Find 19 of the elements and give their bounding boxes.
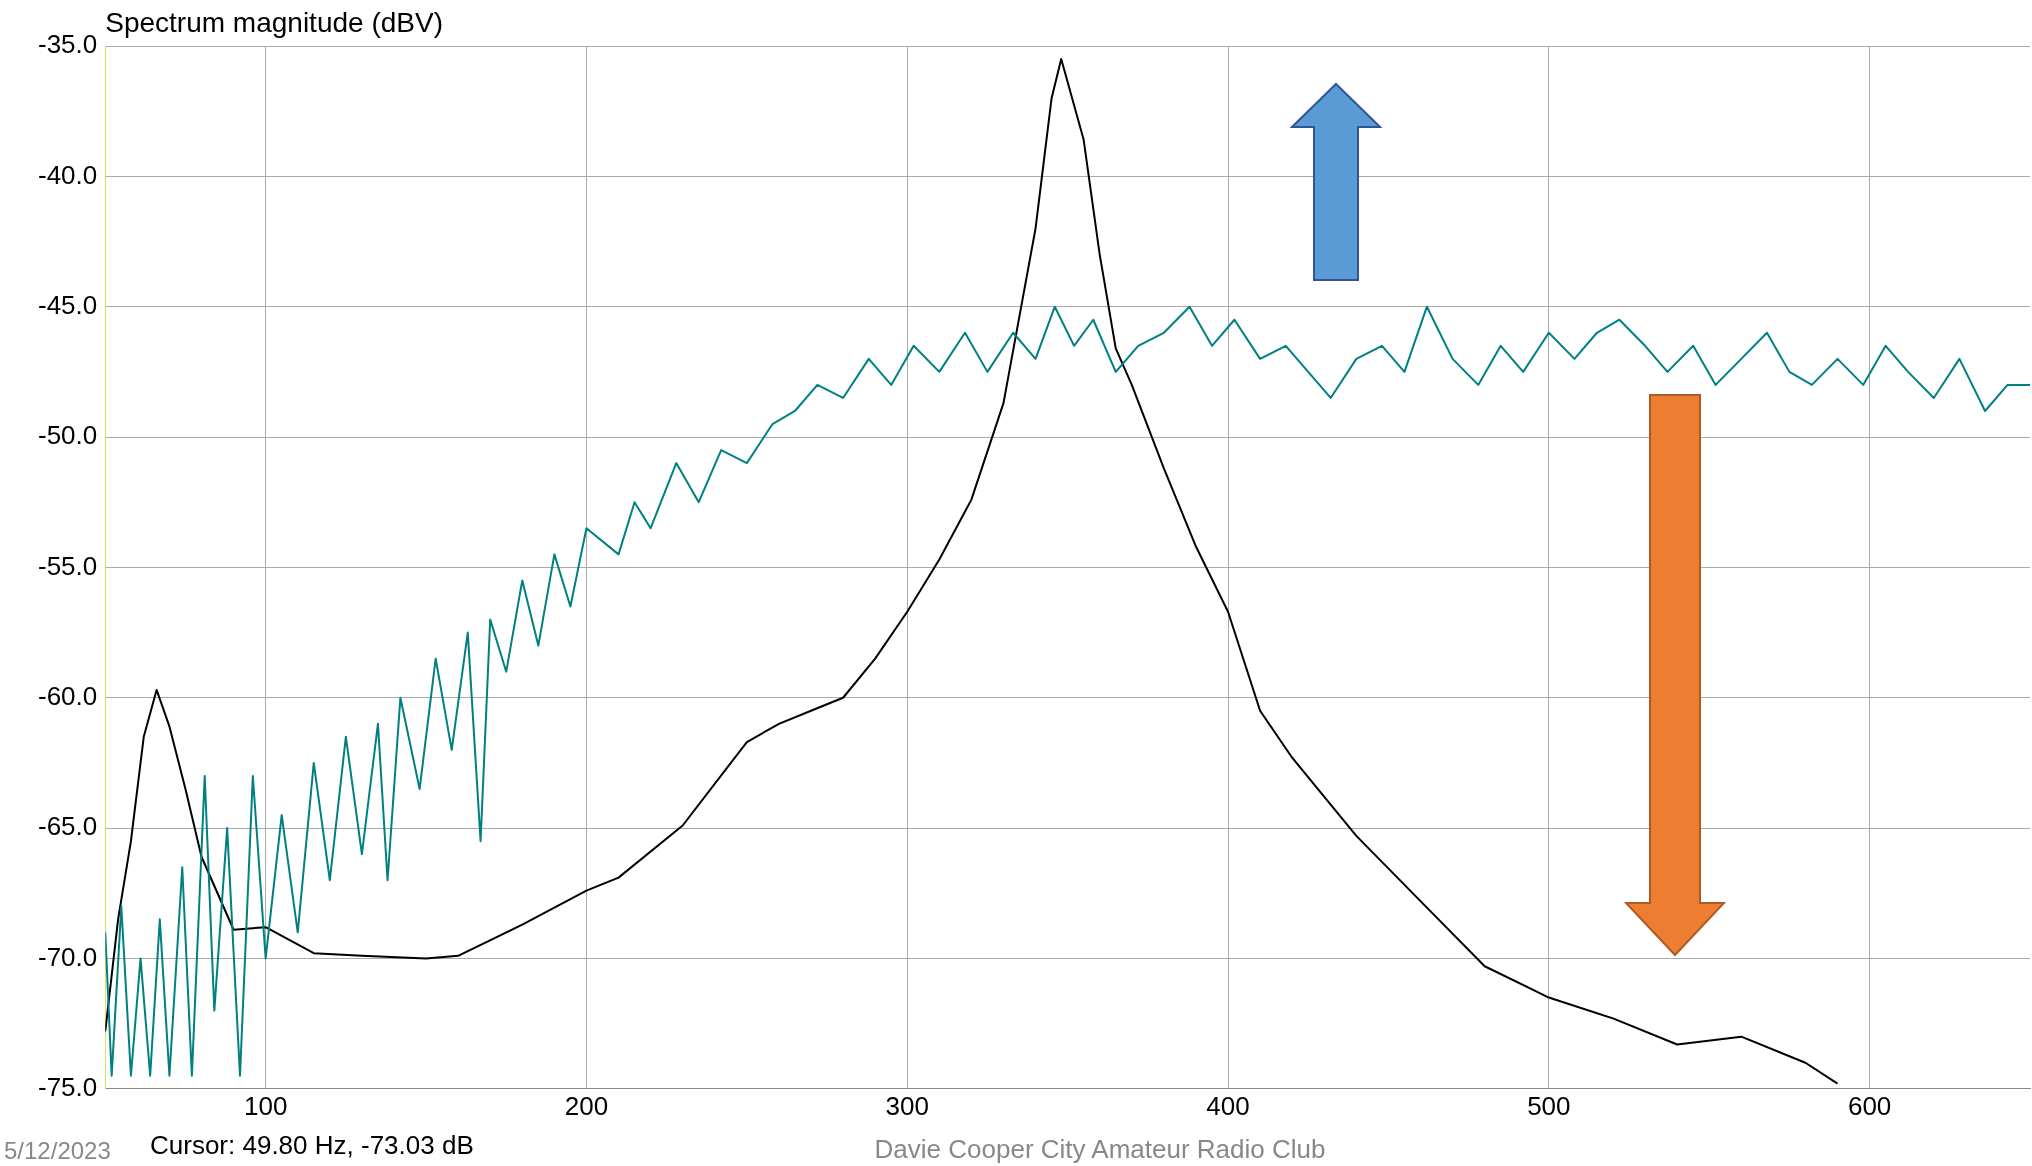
x-tick-label: 600 [1847,1090,1892,1121]
x-tick-label: 200 [564,1090,609,1121]
x-tick-label: 400 [1206,1090,1250,1121]
y-tick-label: -70.0 [38,941,98,972]
x-tick-label: 100 [243,1090,288,1121]
text: Davie Cooper City Amateur Radio Club [874,1134,1326,1165]
y-tick-label: -40.0 [38,159,98,190]
y-tick-label: -50.0 [38,420,98,451]
text: 5/12/2023 [4,1136,111,1164]
y-tick-label: -45.0 [38,289,98,320]
x-tick-label: 300 [885,1090,929,1121]
y-tick-label: -60.0 [38,680,98,711]
y-tick-label: -75.0 [38,1071,98,1102]
x-tick-label: 500 [1527,1090,1571,1121]
y-tick-label: -35.0 [38,29,98,60]
y-axis-title: Spectrum magnitude (dBV) [105,6,443,38]
y-tick-label: -55.0 [38,550,98,581]
text: Cursor: 49.80 Hz, -73.03 dB [150,1130,474,1161]
y-tick-label: -65.0 [38,811,98,842]
